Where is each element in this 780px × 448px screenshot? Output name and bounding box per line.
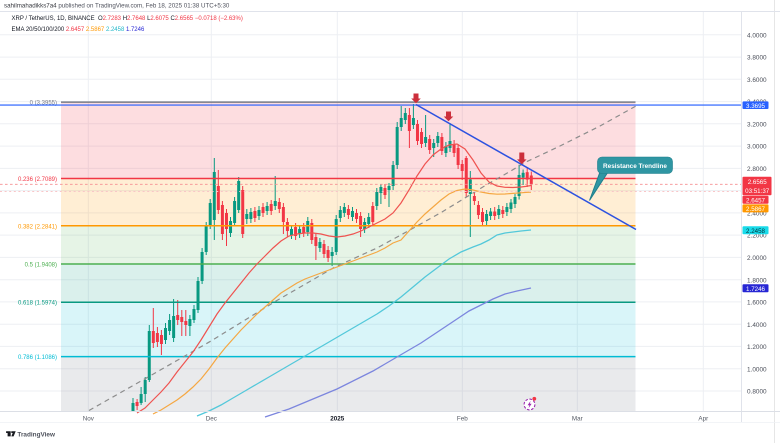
svg-text:Dec: Dec	[206, 415, 217, 422]
svg-text:2.2458: 2.2458	[746, 228, 765, 235]
svg-text:4.0000: 4.0000	[747, 32, 767, 39]
svg-text:3.2000: 3.2000	[747, 121, 767, 128]
svg-text:0.5 (1.9408): 0.5 (1.9408)	[25, 262, 57, 268]
svg-text:TradingView: TradingView	[17, 432, 55, 439]
svg-text:0.236 (2.7089): 0.236 (2.7089)	[18, 177, 57, 183]
svg-text:2.8000: 2.8000	[747, 166, 767, 173]
svg-text:2.0000: 2.0000	[747, 255, 767, 262]
svg-text:Mar: Mar	[572, 415, 583, 422]
svg-text:3.0000: 3.0000	[747, 144, 767, 151]
svg-text:2.5867: 2.5867	[746, 206, 765, 213]
svg-text:Feb: Feb	[457, 415, 468, 422]
svg-text:2.4000: 2.4000	[747, 210, 767, 217]
svg-text:3.8000: 3.8000	[747, 55, 767, 62]
svg-text:Resistance Trendline: Resistance Trendline	[603, 163, 667, 170]
svg-text:2.2000: 2.2000	[747, 233, 767, 240]
svg-text:2.6565: 2.6565	[748, 179, 767, 186]
svg-text:1.8000: 1.8000	[747, 277, 767, 284]
svg-text:0 (3.3955): 0 (3.3955)	[30, 101, 57, 107]
svg-text:1.4000: 1.4000	[747, 322, 767, 329]
svg-text:0.382 (2.2841): 0.382 (2.2841)	[18, 224, 57, 230]
svg-text:03:51:37: 03:51:37	[745, 188, 770, 195]
svg-text:2.6457: 2.6457	[746, 197, 765, 204]
svg-text:1.7246: 1.7246	[746, 286, 765, 293]
svg-text:0.786 (1.1086): 0.786 (1.1086)	[18, 355, 57, 361]
svg-text:XRP / TetherUS, 1D, BINANCE O: XRP / TetherUS, 1D, BINANCE O2.7283 H2.7…	[12, 16, 243, 22]
svg-text:3.6000: 3.6000	[747, 77, 767, 84]
svg-text:1.2000: 1.2000	[747, 344, 767, 351]
svg-text:Apr: Apr	[698, 415, 708, 422]
svg-text:EMA 20/50/100/200 2.6457 2.586: EMA 20/50/100/200 2.6457 2.5867 2.2458 1…	[12, 27, 145, 33]
svg-text:0.618 (1.5974): 0.618 (1.5974)	[18, 301, 57, 307]
svg-text:Nov: Nov	[83, 415, 95, 422]
svg-text:1.6000: 1.6000	[747, 300, 767, 307]
svg-text:1.0000: 1.0000	[747, 366, 767, 373]
svg-text:2025: 2025	[330, 415, 345, 422]
svg-text:0.8000: 0.8000	[747, 389, 767, 396]
svg-text:sahilmahadikks7a4 published on: sahilmahadikks7a4 published on TradingVi…	[4, 3, 230, 10]
svg-text:3.3695: 3.3695	[746, 103, 765, 110]
